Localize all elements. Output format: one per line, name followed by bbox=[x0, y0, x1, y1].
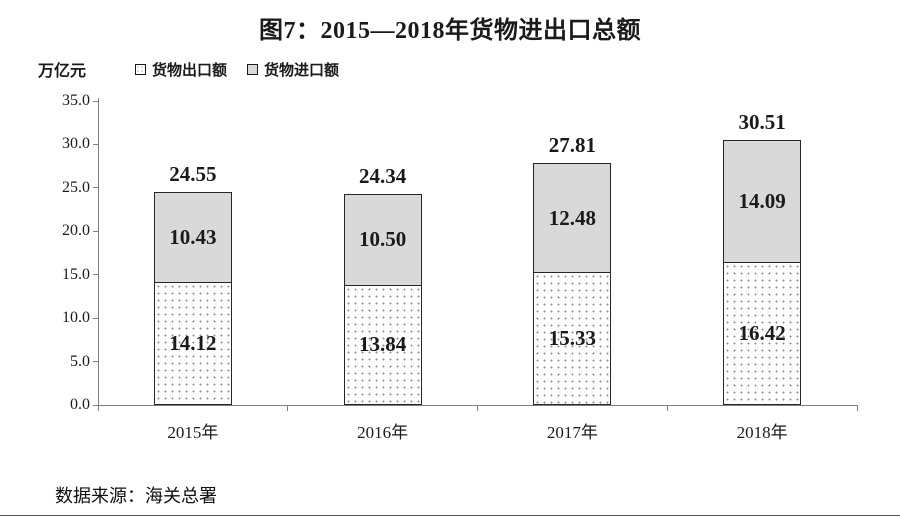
y-tick bbox=[93, 404, 98, 406]
y-tick-label: 25.0 bbox=[62, 178, 90, 196]
import-value-label: 14.09 bbox=[738, 189, 786, 214]
bar-segment-export: 15.33 bbox=[533, 271, 612, 405]
x-tick bbox=[287, 405, 289, 411]
export-value-label: 16.42 bbox=[738, 321, 786, 346]
x-category-label: 2015年 bbox=[167, 423, 219, 442]
y-axis-unit-label: 万亿元 bbox=[38, 63, 87, 80]
import-value-label: 12.48 bbox=[548, 205, 596, 230]
data-source-note: 数据来源：海关总署 bbox=[55, 486, 217, 506]
export-value-label: 14.12 bbox=[169, 331, 217, 356]
y-tick bbox=[93, 230, 98, 232]
y-tick-label: 5.0 bbox=[70, 352, 90, 370]
bar-segment-import: 10.43 bbox=[153, 191, 232, 284]
x-axis-line bbox=[98, 405, 858, 406]
total-value-label: 24.55 bbox=[169, 161, 217, 186]
x-category-label: 2017年 bbox=[546, 423, 598, 442]
y-tick bbox=[93, 100, 98, 102]
y-tick bbox=[93, 317, 98, 319]
bar-segment-export: 13.84 bbox=[343, 284, 422, 405]
import-value-label: 10.43 bbox=[169, 225, 217, 250]
y-tick-label: 20.0 bbox=[62, 222, 90, 240]
legend-label-import: 货物进口额 bbox=[264, 62, 340, 79]
bar-segment-export: 16.42 bbox=[723, 262, 802, 405]
chart-legend: 货物出口额 货物进口额 bbox=[135, 59, 339, 80]
x-tick bbox=[97, 405, 99, 411]
bar-segment-import: 14.09 bbox=[723, 139, 802, 264]
y-tick-label: 30.0 bbox=[62, 135, 90, 153]
y-tick bbox=[93, 274, 98, 276]
y-tick bbox=[93, 361, 98, 363]
x-category-label: 2018年 bbox=[736, 423, 788, 442]
bar-segment-import: 10.50 bbox=[343, 193, 422, 286]
y-tick-label: 35.0 bbox=[62, 92, 90, 109]
export-swatch-icon bbox=[135, 64, 146, 75]
total-value-label: 24.34 bbox=[359, 163, 407, 188]
legend-item-import: 货物进口额 bbox=[247, 59, 339, 80]
export-value-label: 15.33 bbox=[548, 325, 596, 350]
y-tick bbox=[93, 187, 98, 189]
x-tick bbox=[856, 405, 858, 411]
chart-title: 图7：2015—2018年货物进出口总额 bbox=[259, 18, 641, 44]
import-value-label: 10.50 bbox=[359, 227, 407, 252]
y-tick-label: 10.0 bbox=[62, 309, 90, 327]
x-category-label: 2016年 bbox=[357, 423, 409, 442]
x-tick bbox=[666, 405, 668, 411]
y-axis-line bbox=[98, 98, 99, 406]
legend-item-export: 货物出口额 bbox=[135, 59, 227, 80]
y-tick bbox=[93, 143, 98, 145]
total-value-label: 30.51 bbox=[738, 109, 786, 134]
y-tick-label: 0.0 bbox=[70, 396, 90, 413]
legend-label-export: 货物出口额 bbox=[152, 62, 228, 79]
page-bottom-rule bbox=[0, 515, 900, 516]
x-tick bbox=[477, 405, 478, 411]
bar-segment-import: 12.48 bbox=[533, 163, 612, 273]
plot-area: 0.0 5.0 10.0 15.0 20.0 25.0 30.0 35.0 2015年 2016年… bbox=[62, 92, 858, 442]
import-swatch-icon bbox=[247, 64, 259, 75]
total-value-label: 27.81 bbox=[548, 133, 596, 158]
y-tick-label: 15.0 bbox=[62, 265, 90, 283]
export-value-label: 13.84 bbox=[359, 332, 407, 357]
bar-segment-export: 14.12 bbox=[153, 282, 232, 405]
